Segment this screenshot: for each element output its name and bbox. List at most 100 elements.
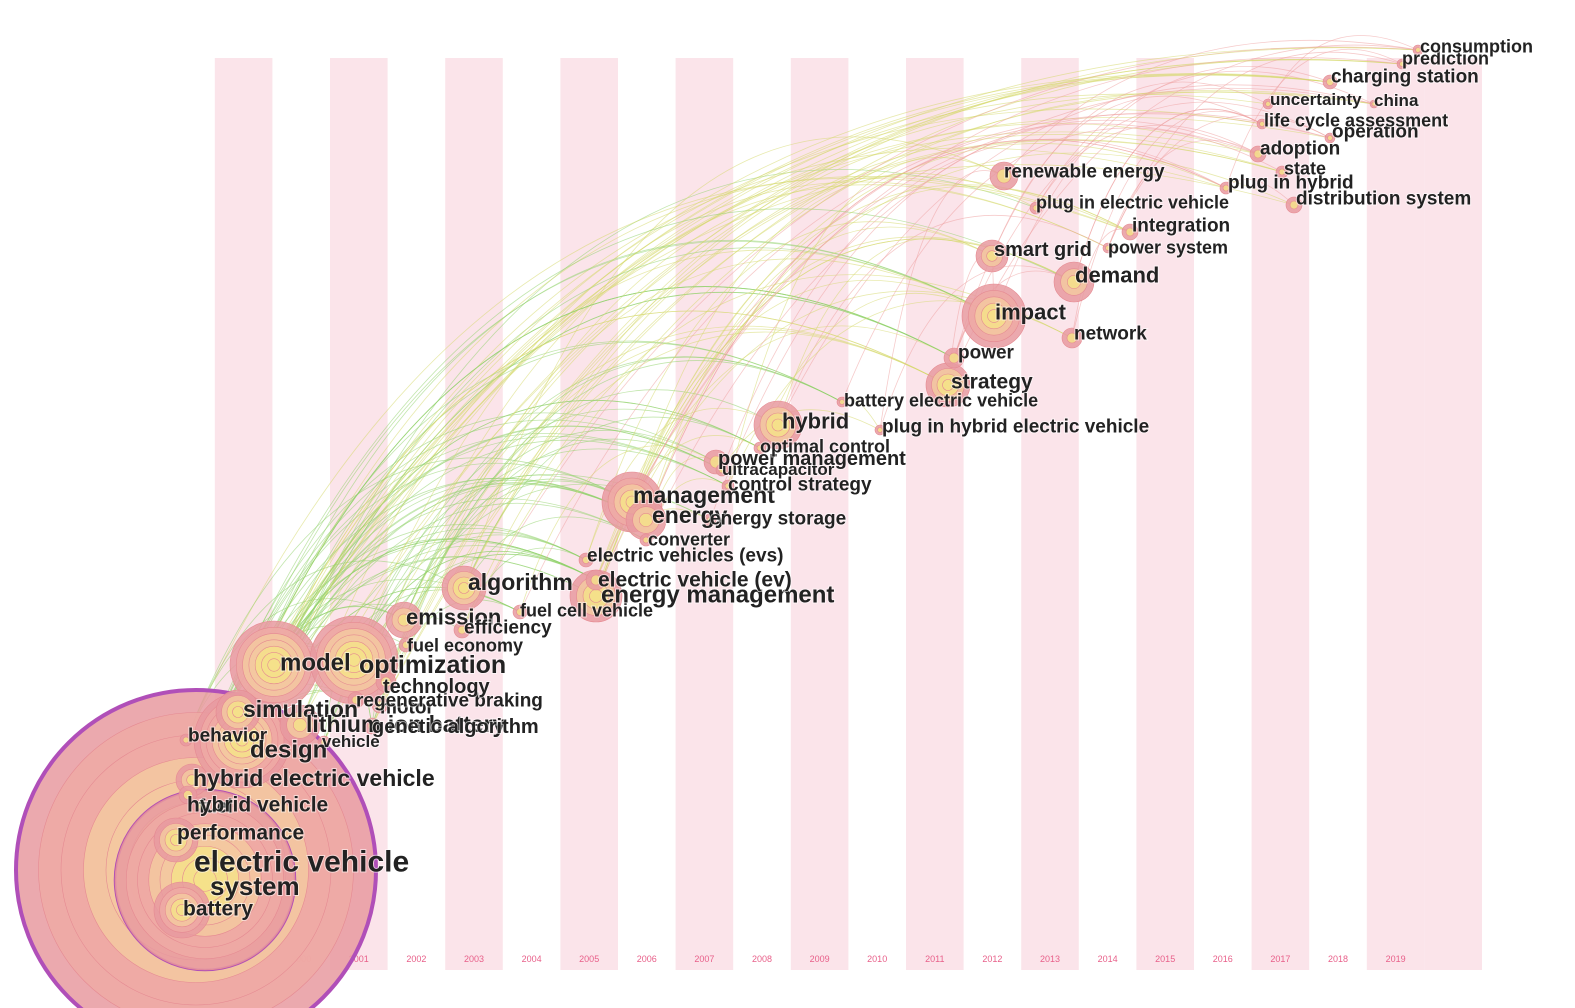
keyword-label-plug-in-hybrid[interactable]: plug in hybrid <box>1227 172 1355 195</box>
node-regenerative-braking[interactable] <box>347 691 365 709</box>
node-fuel[interactable] <box>191 796 209 814</box>
node-life-cycle-assessment[interactable] <box>1256 118 1268 130</box>
keyword-label-impact[interactable]: impact <box>994 299 1068 326</box>
node-motor[interactable] <box>371 696 389 714</box>
keyword-label-uncertainty[interactable]: uncertainty <box>1269 89 1363 110</box>
node-technology[interactable] <box>375 671 397 693</box>
node-vehicle[interactable] <box>317 735 331 749</box>
node-emission[interactable] <box>385 601 423 639</box>
keyword-label-lithium-ion-battery[interactable]: lithium ion battery <box>305 710 507 738</box>
keyword-label-energy[interactable]: energy <box>651 501 729 529</box>
keyword-label-battery-electric-vehicle[interactable]: battery electric vehicle <box>843 389 1039 411</box>
keyword-label-smart-grid[interactable]: smart grid <box>993 238 1093 262</box>
node-ultracapacitor[interactable] <box>715 463 729 477</box>
node-power-system[interactable] <box>1102 242 1114 254</box>
keyword-label-motor[interactable]: motor <box>379 697 435 720</box>
keyword-label-hybrid-vehicle[interactable]: hybrid vehicle <box>186 792 329 817</box>
keyword-label-optimization[interactable]: optimization <box>358 650 507 680</box>
keyword-label-algorithm[interactable]: algorithm <box>467 568 574 596</box>
keyword-label-plug-in-electric-vehicle[interactable]: plug in electric vehicle <box>1035 191 1230 213</box>
keyword-label-integration[interactable]: integration <box>1131 215 1231 238</box>
node-battery-electric-vehicle[interactable] <box>836 396 848 408</box>
node-simulation[interactable] <box>215 689 261 735</box>
keyword-label-technology[interactable]: technology <box>382 675 492 699</box>
keyword-label-power[interactable]: power <box>957 342 1016 365</box>
node-optimal-control[interactable] <box>753 441 767 455</box>
keyword-label-state[interactable]: state <box>1283 157 1327 179</box>
keyword-label-power-management[interactable]: power management <box>717 447 907 471</box>
keyword-label-electric-vehicle-ev[interactable]: electric vehicle (ev) <box>597 567 793 592</box>
node-integration[interactable] <box>1121 223 1139 241</box>
node-plug-in-hybrid-electric-vehicle[interactable] <box>874 424 886 436</box>
keyword-label-behavior[interactable]: behavior <box>187 725 269 748</box>
keyword-label-vehicle[interactable]: vehicle <box>321 731 381 752</box>
node-electric-vehicle-ev[interactable] <box>585 569 607 591</box>
node-impact[interactable] <box>961 283 1027 349</box>
keyword-label-fuel[interactable]: fuel <box>198 796 234 819</box>
node-smart-grid[interactable] <box>975 239 1009 273</box>
keyword-label-power-system[interactable]: power system <box>1107 236 1229 258</box>
node-electric-vehicles-evs[interactable] <box>578 552 594 568</box>
node-genetic-algorithm[interactable] <box>363 717 381 735</box>
keyword-label-design[interactable]: design <box>249 735 328 764</box>
keyword-label-adoption[interactable]: adoption <box>1259 138 1341 161</box>
node-strategy[interactable] <box>925 362 971 408</box>
node-state[interactable] <box>1275 165 1289 179</box>
node-plug-in-electric-vehicle[interactable] <box>1029 201 1043 215</box>
node-behavior[interactable] <box>179 733 193 747</box>
node-lithium-ion-battery[interactable] <box>279 704 321 746</box>
node-prediction[interactable] <box>1396 58 1408 70</box>
node-energy-management[interactable] <box>569 569 623 623</box>
node-optimization[interactable] <box>309 615 399 705</box>
keyword-label-energy-storage[interactable]: energy storage <box>709 508 847 531</box>
keyword-label-management[interactable]: management <box>632 481 776 509</box>
keyword-label-system[interactable]: system <box>209 870 301 902</box>
keyword-label-fuel-economy[interactable]: fuel economy <box>406 634 524 656</box>
node-model[interactable] <box>229 620 319 710</box>
node-algorithm[interactable] <box>441 565 487 611</box>
keyword-label-renewable-energy[interactable]: renewable energy <box>1003 161 1166 184</box>
keyword-label-battery[interactable]: battery <box>182 896 254 921</box>
node-china[interactable] <box>1369 99 1379 109</box>
keyword-label-fuel-cell-vehicle[interactable]: fuel cell vehicle <box>519 599 654 621</box>
node-converter[interactable] <box>639 533 653 547</box>
keyword-label-electric-vehicle[interactable]: electric vehicle <box>193 845 410 880</box>
keyword-label-optimal-control[interactable]: optimal control <box>759 435 891 457</box>
keyword-label-distribution-system[interactable]: distribution system <box>1295 188 1472 211</box>
keyword-label-emission[interactable]: emission <box>405 604 502 631</box>
keyword-label-converter[interactable]: converter <box>647 528 731 550</box>
node-fuel-cell-vehicle[interactable] <box>512 604 528 620</box>
node-consumption[interactable] <box>1412 44 1424 56</box>
node-hybrid-vehicle[interactable] <box>178 785 198 805</box>
keyword-label-efficiency[interactable]: efficiency <box>463 617 553 640</box>
node-adoption[interactable] <box>1249 145 1267 163</box>
keyword-label-strategy[interactable]: strategy <box>950 369 1034 394</box>
node-fuel-economy[interactable] <box>398 637 414 653</box>
keyword-label-control-strategy[interactable]: control strategy <box>727 474 873 497</box>
keyword-label-simulation[interactable]: simulation <box>242 695 359 723</box>
node-control-strategy[interactable] <box>721 479 735 493</box>
node-renewable-energy[interactable] <box>989 161 1019 191</box>
node-efficiency[interactable] <box>453 621 471 639</box>
node-performance[interactable] <box>153 817 199 863</box>
node-network[interactable] <box>1061 327 1083 349</box>
keyword-label-plug-in-hybrid-electric-vehicle[interactable]: plug in hybrid electric vehicle <box>881 416 1150 439</box>
keyword-label-hybrid-electric-vehicle[interactable]: hybrid electric vehicle <box>192 764 436 792</box>
node-operation[interactable] <box>1324 132 1336 144</box>
keyword-label-operation[interactable]: operation <box>1331 121 1420 144</box>
node-distribution-system[interactable] <box>1285 196 1303 214</box>
keyword-label-prediction[interactable]: prediction <box>1401 47 1490 69</box>
keyword-label-model[interactable]: model <box>279 648 352 677</box>
node-battery[interactable] <box>153 881 211 939</box>
keyword-label-energy-management[interactable]: energy management <box>600 580 835 609</box>
keyword-label-charging-station[interactable]: charging station <box>1330 66 1480 89</box>
node-hybrid[interactable] <box>753 400 803 450</box>
node-power[interactable] <box>943 347 965 369</box>
keyword-label-performance[interactable]: performance <box>176 820 305 845</box>
node-charging-station[interactable] <box>1322 74 1338 90</box>
keyword-label-network[interactable]: network <box>1073 323 1148 346</box>
keyword-label-genetic-algorithm[interactable]: genetic algorithm <box>371 715 540 739</box>
node-plug-in-hybrid[interactable] <box>1219 181 1233 195</box>
keyword-label-ultracapacitor[interactable]: ultracapacitor <box>721 459 836 480</box>
node-uncertainty[interactable] <box>1262 98 1274 110</box>
